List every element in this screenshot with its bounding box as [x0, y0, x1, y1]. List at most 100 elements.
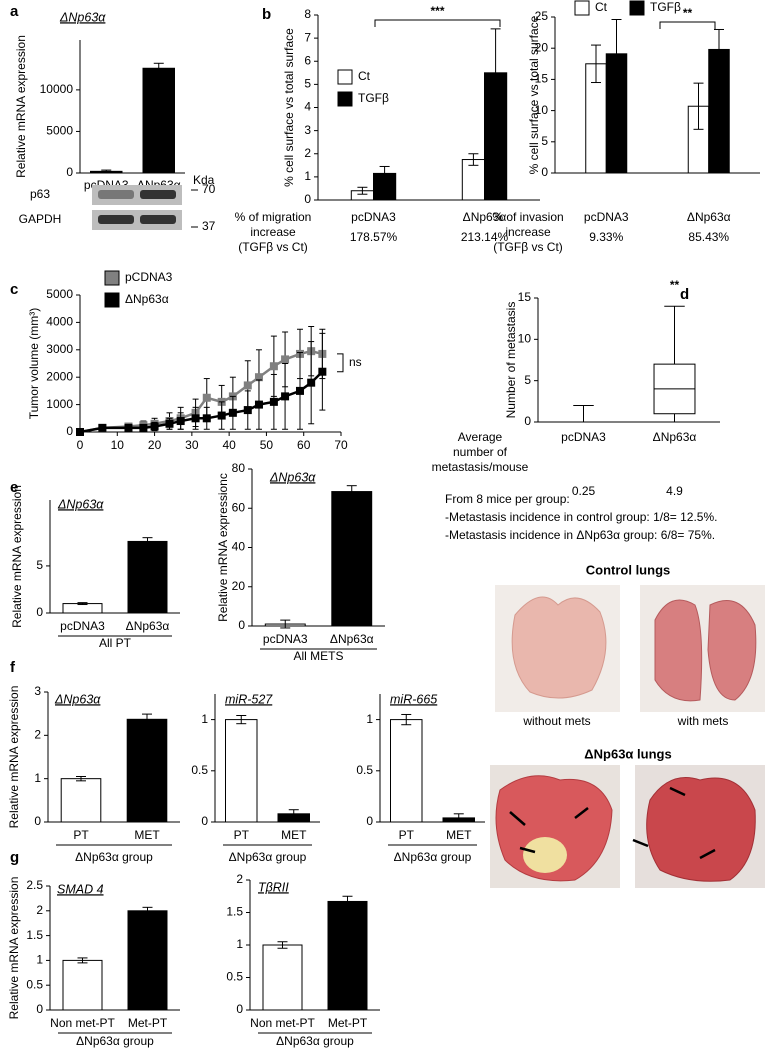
group-label: ΔNp63α group: [394, 850, 472, 864]
arrows: [509, 786, 716, 860]
y-tick-label: 0.5: [226, 970, 243, 984]
y-tick-label: 10: [535, 103, 549, 117]
y-tick-label: 5: [524, 373, 531, 387]
x-tick-label: 30: [185, 438, 199, 452]
x-tick-label: pcDNA3: [561, 430, 606, 444]
significance: **: [670, 278, 680, 292]
y-tick-label: 2: [304, 146, 311, 160]
x-tick-label: PT: [399, 828, 415, 842]
x-tick-label: pcDNA3: [351, 210, 396, 224]
y-axis-label: Relative mRNA expression: [7, 877, 21, 1020]
y-tick-label: 3: [304, 123, 311, 137]
bar: [390, 719, 423, 823]
marker: [202, 414, 211, 423]
significance: **: [683, 6, 693, 20]
y-tick-label: 0.5: [191, 763, 208, 777]
significance-bracket: [659, 21, 716, 29]
y-tick-label: 20: [535, 40, 549, 54]
x-tick-label: 10: [111, 438, 125, 452]
marker: [281, 355, 290, 364]
x-tick-label: MET: [134, 828, 160, 842]
y-tick-label: 1: [36, 953, 43, 967]
y-tick-label: 0: [34, 814, 41, 828]
group-label: ΔNp63α group: [76, 1034, 154, 1048]
y-tick-label: 5000: [46, 287, 73, 301]
y-tick-label: 0: [201, 814, 208, 828]
marker: [228, 408, 237, 417]
footer-value: 178.57%: [350, 230, 398, 244]
group-label: All METS: [293, 649, 343, 663]
y-tick-label: 0: [36, 605, 43, 619]
y-tick-label: 1: [34, 771, 41, 785]
marker: [191, 414, 200, 423]
legend-swatch: [104, 270, 120, 286]
y-tick-label: 0: [238, 618, 245, 632]
chart-title: ΔNp63α: [57, 497, 104, 511]
group-label: ΔNp63α group: [229, 850, 307, 864]
bar: [225, 719, 258, 823]
panel-label: a: [10, 3, 19, 20]
blot-band: [98, 215, 134, 224]
y-axis-label: Relative mRNA expressionc: [216, 473, 230, 622]
lung: [646, 777, 756, 882]
legend-label: pCDNA3: [125, 270, 173, 284]
y-tick-label: 3000: [46, 342, 73, 356]
x-tick-label: 0: [77, 438, 84, 452]
y-tick-label: 15: [518, 290, 532, 304]
y-tick-label: 1: [304, 169, 311, 183]
bar: [262, 944, 303, 1011]
bar: [127, 910, 168, 1011]
x-tick-label: 50: [260, 438, 274, 452]
lung: [511, 596, 607, 699]
y-tick-label: 2: [36, 903, 43, 917]
y-tick-label: 15: [535, 72, 549, 86]
footer-value: 213.14%: [461, 230, 509, 244]
lung-caption: without mets: [522, 714, 590, 728]
marker: [176, 417, 185, 426]
y-tick-label: 0: [366, 814, 373, 828]
y-tick-label: 7: [304, 30, 311, 44]
lung-title: ΔNp63α lungs: [584, 746, 671, 761]
y-tick-label: 0: [541, 165, 548, 179]
footer-label: Average: [458, 430, 503, 444]
marker: [269, 397, 278, 406]
y-tick-label: 5: [36, 558, 43, 572]
marker: [124, 423, 133, 432]
y-tick-label: 10000: [40, 82, 74, 96]
marker: [150, 422, 159, 431]
footer-value: 4.9: [666, 484, 683, 498]
y-tick-label: 0: [236, 1002, 243, 1016]
footer-value: 85.43%: [688, 230, 729, 244]
legend-label: Ct: [595, 0, 608, 14]
legend-swatch: [574, 0, 590, 16]
y-axis-label: Relative mRNA expression: [14, 35, 28, 178]
y-axis-label: Relative mRNA expression: [7, 686, 21, 829]
x-tick-label: 60: [297, 438, 311, 452]
marker: [254, 373, 263, 382]
significance: ***: [430, 4, 444, 18]
blot-row-label: GAPDH: [19, 212, 62, 226]
y-tick-label: 4000: [46, 315, 73, 329]
x-tick-label: MET: [446, 828, 472, 842]
footer-value: 0.25: [572, 484, 596, 498]
y-tick-label: 1.5: [26, 928, 43, 942]
x-tick-label: Met-PT: [128, 1016, 168, 1030]
footer-label: % of invasion: [492, 210, 563, 224]
marker: [269, 362, 278, 371]
chart-title: miR-665: [390, 692, 437, 706]
x-tick-label: ΔNp63α: [126, 619, 170, 633]
blot-marker: 37: [202, 219, 216, 233]
group-label: All PT: [99, 636, 132, 650]
legend-label: Ct: [358, 69, 371, 83]
lung-photos: Control lungs without mets with mets ΔNp…: [490, 562, 765, 888]
y-tick-label: 2000: [46, 369, 73, 383]
lung: [654, 599, 757, 702]
note: -Metastasis incidence in control group: …: [445, 510, 717, 524]
footer-label: (TGFβ vs Ct): [238, 240, 308, 254]
y-tick-label: 6: [304, 53, 311, 67]
y-tick-label: 2: [34, 728, 41, 742]
lung-caption: with mets: [677, 714, 729, 728]
marker: [202, 393, 211, 402]
y-tick-label: 1: [366, 712, 373, 726]
y-axis-label: Relative mRNA expression: [10, 485, 24, 628]
